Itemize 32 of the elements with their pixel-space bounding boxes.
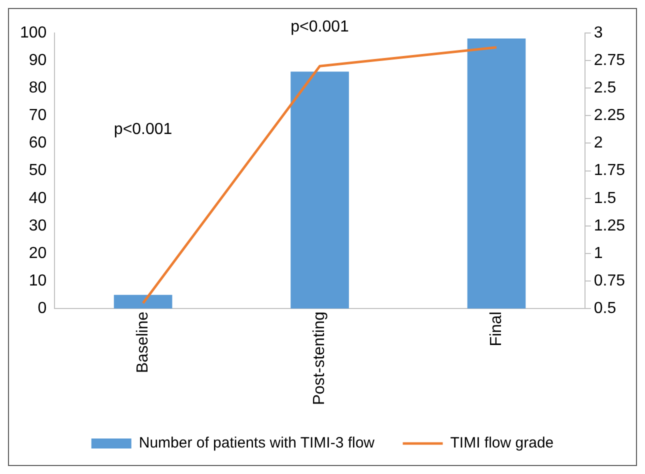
- x-tick-label: Baseline: [134, 312, 152, 373]
- x-tick-label: Final: [488, 312, 505, 346]
- y-tick-label: 40: [28, 190, 47, 207]
- y2-tick-label: 0.75: [594, 272, 626, 290]
- y2-tick-label: 3: [594, 24, 603, 42]
- annotation: p<0.001: [290, 18, 350, 36]
- legend-label: Number of patients with TIMI-3 flow: [138, 434, 375, 452]
- y-tick-label: 10: [28, 272, 47, 290]
- y2-tick-label: 0.5: [594, 300, 616, 318]
- legend-label: TIMI flow grade: [450, 434, 554, 452]
- y2-tick-label: 1.25: [594, 217, 626, 234]
- y-tick-label: 60: [28, 134, 47, 152]
- y2-tick-label: 2.75: [594, 52, 626, 69]
- y2-tick-label: 2: [594, 134, 603, 152]
- y-tick-label: 100: [20, 24, 47, 42]
- annotation: p<0.001: [114, 120, 172, 138]
- bar: [114, 294, 172, 309]
- y2-tick-label: 2.25: [594, 107, 626, 124]
- y-tick-label: 90: [28, 52, 47, 69]
- y-tick-label: 0: [38, 300, 47, 318]
- y2-tick-label: 2.5: [594, 80, 616, 97]
- y-tick-label: 70: [28, 107, 47, 124]
- y-tick-label: 50: [28, 162, 47, 180]
- y-tick-label: 80: [28, 80, 47, 97]
- bar: [467, 38, 526, 309]
- bar: [290, 72, 349, 309]
- y-tick-label: 20: [28, 244, 47, 262]
- x-tick-label: Post-stenting: [311, 312, 328, 406]
- y-tick-label: 30: [28, 217, 47, 234]
- y2-tick-label: 1.5: [594, 190, 616, 207]
- y2-tick-label: 1: [594, 244, 603, 262]
- y2-tick-label: 1.75: [594, 162, 626, 180]
